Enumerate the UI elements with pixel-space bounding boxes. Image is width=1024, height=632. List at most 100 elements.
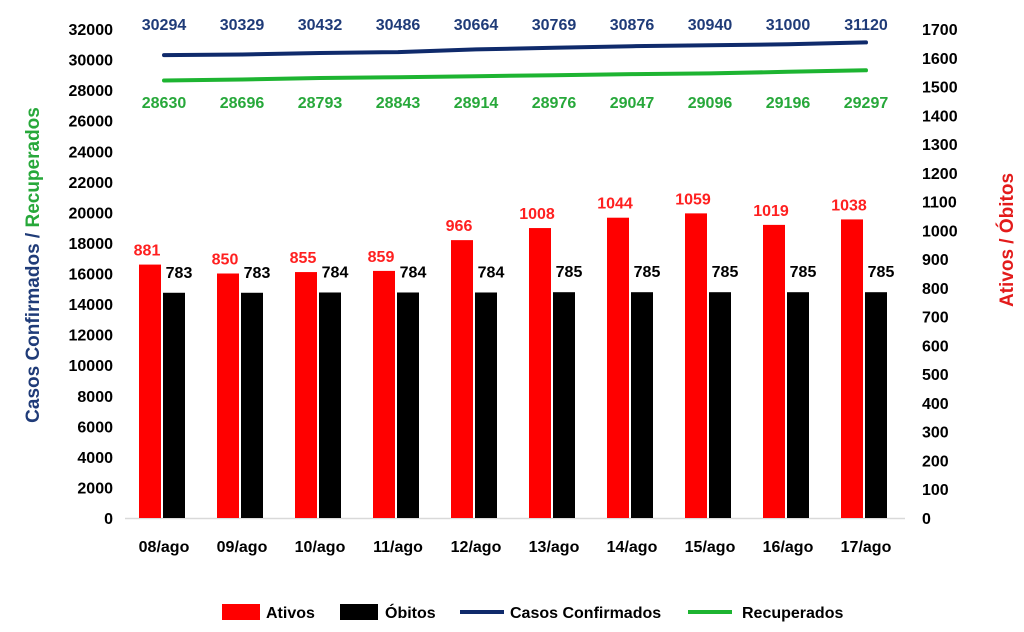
x-tick-label: 10/ago [295, 539, 346, 556]
obitos-bar [709, 292, 731, 518]
casos-confirmados-line [162, 40, 868, 58]
casos-confirmados-data-label: 31120 [844, 17, 888, 34]
casos-confirmados-data-label: 30294 [142, 17, 187, 34]
y-right-tick-label: 300 [922, 425, 949, 442]
y-right-axis-title: Ativos / Óbitos [996, 173, 1018, 307]
y-left-tick-label: 22000 [69, 175, 114, 192]
legend-item-obitos[interactable]: Óbitos [340, 603, 436, 622]
recuperados-data-label: 28976 [532, 95, 577, 112]
legend-label: Recuperados [742, 605, 843, 622]
ativos-data-label: 1019 [753, 203, 789, 220]
y-left-tick-label: 4000 [77, 450, 113, 467]
ativos-data-label: 881 [134, 243, 161, 260]
obitos-bar [865, 292, 887, 518]
y-left-axis-title: Casos Confirmados / Recuperados [23, 107, 44, 423]
legend-label: Ativos [266, 605, 315, 622]
ativos-data-label: 1008 [519, 206, 555, 223]
y-right-tick-label: 1100 [922, 195, 957, 212]
recuperados-data-label: 28914 [454, 95, 499, 112]
y-left-tick-label: 0 [104, 511, 113, 528]
y-right-tick-label: 1500 [922, 80, 958, 97]
y-left-tick-label: 8000 [77, 389, 113, 406]
obitos-bar [475, 292, 497, 518]
y-left-tick-label: 18000 [69, 236, 114, 253]
legend-marker [222, 604, 260, 620]
obitos-data-label: 785 [712, 264, 739, 281]
y-right-axis-title-part: Óbitos [996, 173, 1018, 233]
y-left-axis-title-part: Casos Confirmados [23, 243, 44, 422]
obitos-data-label: 784 [478, 264, 505, 281]
casos-confirmados-data-label: 30486 [376, 17, 421, 34]
casos-confirmados-data-label: 31000 [766, 17, 811, 34]
ativos-bar [451, 240, 473, 518]
y-right-axis-title-part: Ativos [997, 249, 1018, 307]
legend-item-casos-confirmados[interactable]: Casos Confirmados [460, 605, 661, 622]
x-tick-label: 09/ago [217, 539, 268, 556]
ativos-bar [685, 213, 707, 518]
y-right-tick-label: 700 [922, 310, 949, 327]
casos-confirmados-data-label: 30769 [532, 17, 577, 34]
ativos-data-label: 1044 [597, 196, 633, 213]
y-left-tick-label: 2000 [77, 480, 113, 497]
ativos-data-label: 859 [368, 249, 395, 266]
y-right-tick-label: 1400 [922, 108, 958, 125]
chart-axes: 0200040006000800010000120001400016000180… [23, 22, 1018, 556]
legend-label: Casos Confirmados [510, 605, 661, 622]
casos-confirmados-data-label: 30432 [298, 17, 343, 34]
y-left-tick-label: 26000 [69, 114, 114, 131]
y-left-tick-label: 28000 [69, 83, 114, 100]
ativos-bar [217, 273, 239, 518]
recuperados-data-label: 28630 [142, 95, 187, 112]
x-tick-label: 17/ago [841, 539, 892, 556]
y-left-tick-label: 24000 [69, 144, 114, 161]
obitos-bar [163, 292, 185, 518]
y-left-tick-label: 10000 [69, 358, 114, 375]
x-tick-label: 16/ago [763, 539, 814, 556]
y-right-tick-label: 1300 [922, 137, 958, 154]
y-left-tick-label: 30000 [69, 53, 114, 70]
recuperados-data-label: 28793 [298, 95, 343, 112]
obitos-bar [553, 292, 575, 518]
recuperados-data-label: 28696 [220, 95, 265, 112]
obitos-data-label: 784 [400, 264, 427, 281]
legend-item-ativos[interactable]: Ativos [222, 604, 315, 622]
y-right-tick-label: 1700 [922, 22, 958, 39]
y-right-axis-title-part: / [997, 233, 1018, 249]
casos-confirmados-data-label: 30940 [688, 17, 733, 34]
y-right-tick-label: 900 [922, 252, 949, 269]
x-tick-label: 15/ago [685, 539, 736, 556]
obitos-data-label: 784 [322, 264, 349, 281]
recuperados-data-label: 29196 [766, 95, 811, 112]
y-left-tick-label: 12000 [69, 328, 114, 345]
ativos-data-label: 855 [290, 250, 317, 267]
y-left-tick-label: 20000 [69, 205, 114, 222]
y-right-tick-label: 800 [922, 281, 949, 298]
obitos-data-label: 783 [166, 265, 193, 282]
y-right-tick-label: 200 [922, 453, 949, 470]
recuperados-data-label: 29297 [844, 95, 889, 112]
y-right-tick-label: 0 [922, 511, 931, 528]
obitos-data-label: 785 [634, 264, 661, 281]
y-left-tick-label: 32000 [69, 22, 114, 39]
obitos-data-label: 783 [244, 265, 271, 282]
x-tick-label: 12/ago [451, 539, 502, 556]
y-left-tick-label: 14000 [69, 297, 114, 314]
chart-data-labels: 881 850 855 859 966 1008 1044 1059 1019 1038 783 78… [134, 17, 895, 282]
y-left-axis-title-part: Recuperados [23, 107, 44, 227]
ativos-bar [841, 219, 863, 518]
y-left-tick-label: 16000 [69, 267, 114, 284]
legend-item-recuperados[interactable]: Recuperados [688, 605, 843, 622]
casos-confirmados-data-label: 30329 [220, 17, 265, 34]
ativos-data-label: 1038 [831, 197, 867, 214]
obitos-bar [787, 292, 809, 518]
casos-confirmados-data-label: 30664 [454, 17, 499, 34]
y-right-tick-label: 400 [922, 396, 949, 413]
obitos-bar [631, 292, 653, 518]
chart-legend[interactable]: Ativos Óbitos Casos Confirmados Recuperados [222, 603, 843, 622]
ativos-bar [529, 228, 551, 518]
recuperados-data-label: 28843 [376, 95, 421, 112]
ativos-bar [373, 270, 395, 518]
y-right-tick-label: 1200 [922, 166, 958, 183]
chart-lines [162, 40, 868, 83]
y-right-tick-label: 500 [922, 367, 949, 384]
